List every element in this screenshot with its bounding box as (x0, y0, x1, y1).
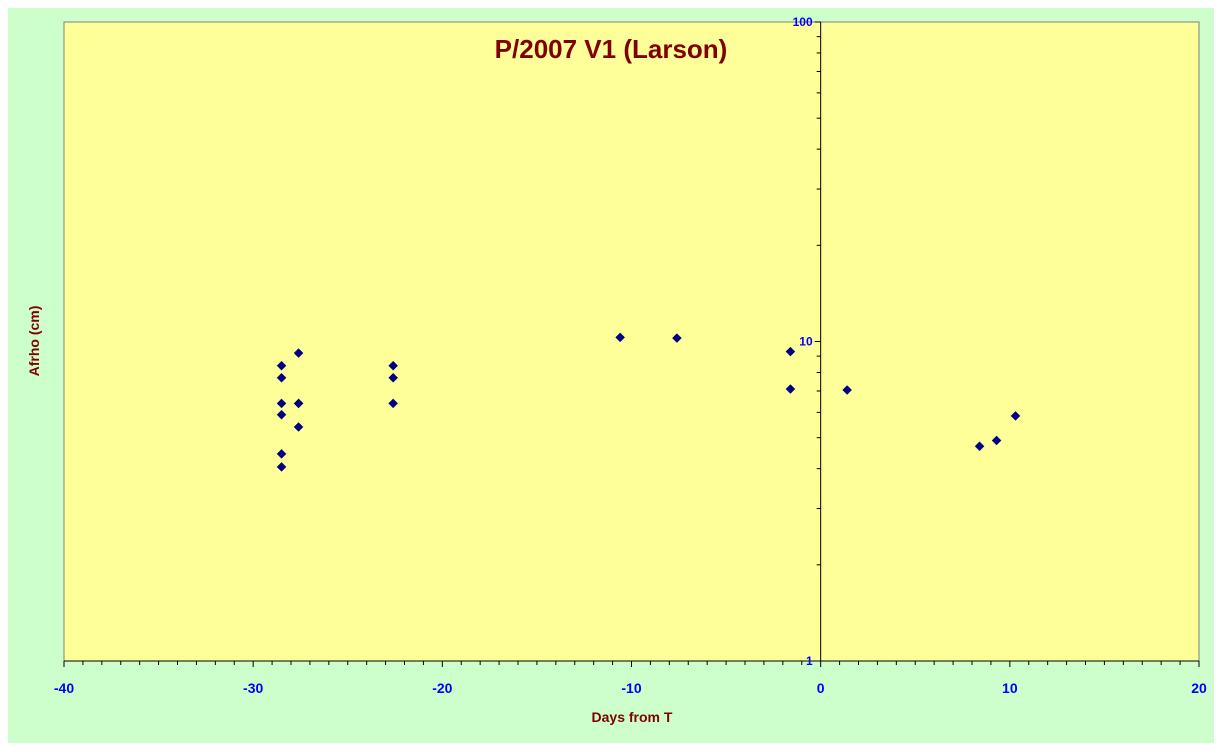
axes: -40 -30 -20 -10 0 10 20 1 10 100 (54, 15, 1207, 696)
data-point (276, 398, 287, 409)
data-point (672, 333, 682, 343)
x-tick-label: -40 (54, 680, 74, 696)
data-point (388, 372, 399, 383)
data-point (842, 385, 853, 395)
data-point (615, 332, 626, 343)
data-point (293, 348, 304, 358)
y-tick-label: 1 (806, 654, 813, 668)
data-point (785, 346, 796, 357)
data-points (276, 332, 1021, 472)
x-axis-title: Days from T (592, 709, 673, 725)
x-tick-label: 10 (1002, 680, 1018, 696)
data-point (293, 398, 304, 409)
y-axis-title: Afrho (cm) (26, 306, 42, 377)
data-point (974, 441, 985, 452)
data-point (388, 360, 399, 371)
data-point (785, 384, 796, 394)
data-point (388, 398, 399, 409)
data-point (276, 448, 287, 459)
x-tick-label: -20 (432, 680, 452, 696)
data-point (276, 462, 287, 472)
data-point (276, 372, 287, 383)
y-tick-label: 100 (793, 15, 813, 29)
x-tick-label: -30 (243, 680, 263, 696)
x-tick-label: 20 (1191, 680, 1207, 696)
x-tick-label: 0 (817, 680, 825, 696)
data-point (991, 435, 1002, 446)
data-point (276, 360, 287, 371)
data-point (1010, 411, 1021, 421)
data-point (276, 409, 287, 420)
chart-title: P/2007 V1 (Larson) (495, 34, 728, 64)
data-point (293, 422, 304, 432)
x-tick-label: -10 (621, 680, 641, 696)
y-tick-label: 10 (799, 335, 813, 349)
plot-area (63, 21, 1200, 662)
